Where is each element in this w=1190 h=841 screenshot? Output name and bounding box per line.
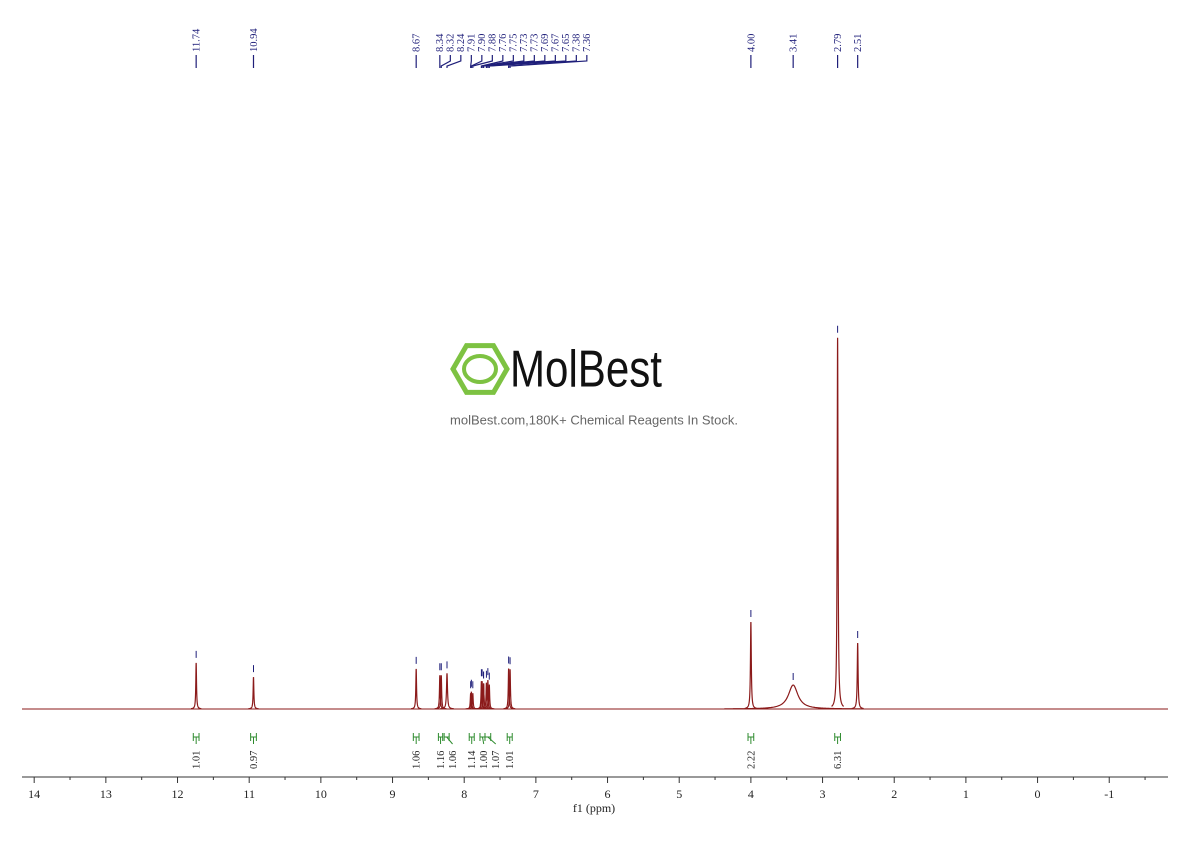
integral-label: 1.16 xyxy=(436,751,447,769)
integral-label: 1.01 xyxy=(505,751,516,769)
peak-label-leader xyxy=(480,55,504,68)
x-tick-label: 6 xyxy=(605,787,611,801)
peak-label-leader xyxy=(472,55,493,68)
peak xyxy=(248,677,259,710)
x-tick-label: 5 xyxy=(676,787,682,801)
integral-leader xyxy=(481,736,485,745)
x-tick-label: 13 xyxy=(100,787,112,801)
peak-label: 7.91 xyxy=(467,34,478,52)
x-tick-label: 8 xyxy=(461,787,467,801)
integral-label: 1.06 xyxy=(412,751,423,769)
x-tick-label: -1 xyxy=(1104,787,1114,801)
peak xyxy=(435,675,447,710)
x-tick-label: 2 xyxy=(891,787,897,801)
integral-label: 2.22 xyxy=(746,751,757,769)
peak-label-leader xyxy=(440,55,451,68)
peak-label: 7.75 xyxy=(509,34,520,52)
peak xyxy=(504,669,516,710)
x-tick-label: 0 xyxy=(1035,787,1041,801)
integral-leader xyxy=(487,736,497,745)
integral-label: 1.00 xyxy=(479,751,490,769)
peak xyxy=(440,673,454,710)
peak-label: 7.36 xyxy=(582,34,593,52)
x-tick-label: 4 xyxy=(748,787,754,801)
integral-label: 1.14 xyxy=(467,750,478,769)
x-tick-label: 10 xyxy=(315,787,327,801)
x-tick-label: 7 xyxy=(533,787,539,801)
logo-ring xyxy=(462,354,498,384)
peak-label: 2.79 xyxy=(833,34,844,52)
peak-label: 4.00 xyxy=(746,34,757,52)
logo-text: MolBest xyxy=(510,341,662,399)
peak-label: 7.73 xyxy=(530,34,541,52)
logo-hexagon xyxy=(450,343,510,395)
peak-label: 8.24 xyxy=(456,33,467,52)
x-tick-label: 11 xyxy=(243,787,255,801)
peak-label: 7.76 xyxy=(498,34,509,52)
integral-label: 1.06 xyxy=(448,751,459,769)
x-axis-label: f1 (ppm) xyxy=(573,801,615,815)
peak xyxy=(851,642,864,710)
peak xyxy=(410,668,422,710)
peak-label: 7.73 xyxy=(519,34,530,52)
x-tick-label: 9 xyxy=(390,787,396,801)
x-tick-label: 12 xyxy=(172,787,184,801)
integral-label: 0.97 xyxy=(249,751,260,769)
peak-label: 7.69 xyxy=(540,34,551,52)
peak-label: 7.38 xyxy=(572,34,583,52)
peak-label-leader xyxy=(446,55,462,68)
peak xyxy=(190,662,202,710)
peak-label: 7.88 xyxy=(488,34,499,52)
peak-label: 7.90 xyxy=(477,34,488,52)
peak xyxy=(744,621,757,709)
peak-label: 8.34 xyxy=(435,33,446,52)
peak-label-leader xyxy=(470,55,483,68)
peak-label: 8.32 xyxy=(446,34,457,52)
peak-label: 7.67 xyxy=(551,34,562,52)
integral-label: 1.07 xyxy=(491,751,502,769)
peak-label: 2.51 xyxy=(853,34,864,52)
peak-label: 11.74 xyxy=(192,28,203,52)
watermark-text: molBest.com,180K+ Chemical Reagents In S… xyxy=(450,412,738,427)
peak-label: 7.65 xyxy=(561,34,572,52)
integral-label: 1.01 xyxy=(192,751,203,769)
integral-leader xyxy=(446,736,453,745)
peak xyxy=(724,684,862,710)
peak-label: 10.94 xyxy=(249,28,260,52)
integral-label: 6.31 xyxy=(833,751,844,769)
peak-label: 3.41 xyxy=(789,34,800,52)
watermark: MolBest molBest.com,180K+ Chemical Reage… xyxy=(450,341,738,428)
peak-label-leader xyxy=(470,55,472,68)
peak-label-leader xyxy=(481,55,514,68)
x-tick-label: 1 xyxy=(963,787,969,801)
peak xyxy=(831,337,845,707)
peak-label-leader xyxy=(509,55,588,68)
peak-label-leader xyxy=(488,55,567,68)
x-tick-label: 14 xyxy=(28,787,40,801)
x-tick-label: 3 xyxy=(820,787,826,801)
peak-label: 8.67 xyxy=(412,34,423,52)
peak xyxy=(484,684,495,710)
